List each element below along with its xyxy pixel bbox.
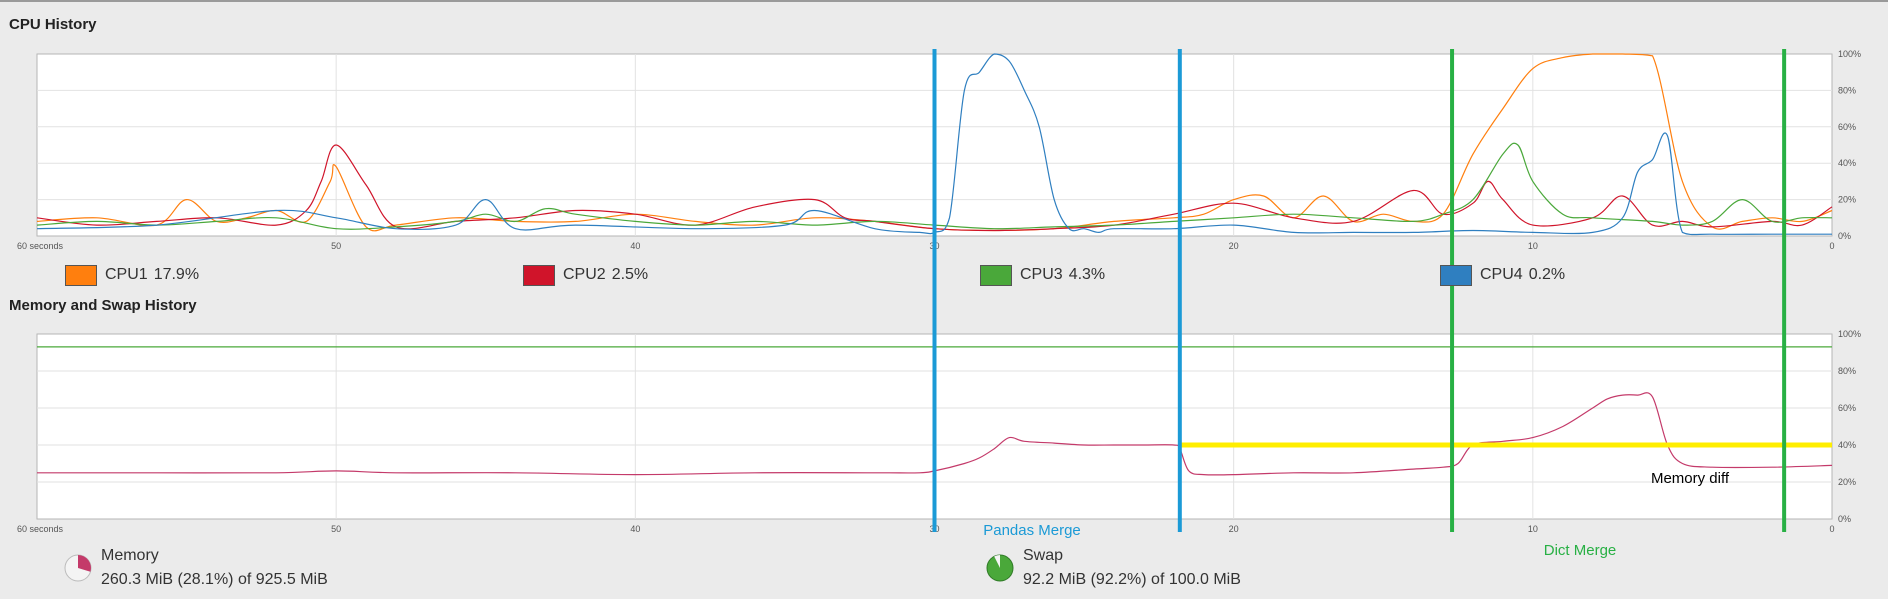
annotation-pandas-merge: Pandas Merge [983, 522, 1081, 539]
cpu-series-cpu1 [36, 53, 1833, 232]
cpu-series-cpu3 [36, 142, 1833, 230]
annotation-dict-merge: Dict Merge [1544, 542, 1617, 559]
memory-history-title: Memory and Swap History [9, 297, 197, 314]
cpu-x-tick-label: 20 [1229, 241, 1239, 251]
mem-y-tick-label: 100% [1838, 329, 1861, 339]
cpu-series-cpu4 [36, 53, 1832, 236]
cpu-x-tick-label: 40 [630, 241, 640, 251]
cpu-history-title: CPU History [9, 16, 97, 33]
mem-x-tick-label: 60 seconds [17, 524, 64, 534]
legend-cpu1-value: 17.9% [153, 266, 200, 283]
cpu-x-tick-label: 0 [1829, 241, 1834, 251]
mem-x-tick-label: 0 [1829, 524, 1834, 534]
legend-cpu4: CPU4 0.2% [1440, 263, 1571, 287]
legend-cpu1-name: CPU1 [105, 266, 148, 283]
mem-y-tick-label: 60% [1838, 403, 1856, 413]
swap-label: Swap [1023, 547, 1064, 564]
cpu-y-tick-label: 80% [1838, 85, 1856, 95]
mem-x-tick-label: 10 [1528, 524, 1538, 534]
mem-x-tick-label: 20 [1229, 524, 1239, 534]
legend-cpu2: CPU2 2.5% [523, 263, 654, 287]
cpu-y-tick-label: 40% [1838, 158, 1856, 168]
cpu-y-tick-label: 100% [1838, 49, 1861, 59]
mem-y-tick-label: 40% [1838, 440, 1856, 450]
annotation-memory-diff: Memory diff [1651, 470, 1730, 487]
cpu-y-tick-label: 60% [1838, 122, 1856, 132]
legend-cpu4-value: 0.2% [1528, 266, 1566, 283]
legend-cpu2-swatch [523, 264, 555, 286]
legend-cpu2-name: CPU2 [563, 266, 606, 283]
cpu-x-tick-label: 60 seconds [17, 241, 64, 251]
mem-x-tick-label: 40 [630, 524, 640, 534]
legend-cpu4-swatch [1440, 264, 1472, 286]
top-border [0, 0, 1888, 2]
legend-cpu1-swatch [65, 264, 97, 286]
swap-detail: 92.2 MiB (92.2%) of 100.0 MiB [1023, 571, 1241, 588]
mem-y-tick-label: 0% [1838, 514, 1851, 524]
legend-cpu3: CPU3 4.3% [980, 263, 1111, 287]
legend-cpu3-value: 4.3% [1068, 266, 1106, 283]
mem-y-tick-label: 80% [1838, 366, 1856, 376]
cpu-y-tick-label: 20% [1838, 195, 1856, 205]
cpu-x-tick-label: 50 [331, 241, 341, 251]
cpu-series-cpu2 [36, 144, 1833, 232]
cpu-x-tick-label: 10 [1528, 241, 1538, 251]
memory-label: Memory [101, 547, 159, 564]
legend-cpu3-name: CPU3 [1020, 266, 1063, 283]
legend-cpu4-name: CPU4 [1480, 266, 1523, 283]
mem-x-tick-label: 50 [331, 524, 341, 534]
legend-cpu2-value: 2.5% [611, 266, 649, 283]
memory-detail: 260.3 MiB (28.1%) of 925.5 MiB [101, 571, 328, 588]
memory-pie-icon [64, 554, 92, 582]
swap-pie-icon [986, 554, 1014, 582]
cpu-y-tick-label: 0% [1838, 231, 1851, 241]
legend-cpu1: CPU1 17.9% [65, 263, 205, 287]
legend-cpu3-swatch [980, 264, 1012, 286]
mem-y-tick-label: 20% [1838, 477, 1856, 487]
